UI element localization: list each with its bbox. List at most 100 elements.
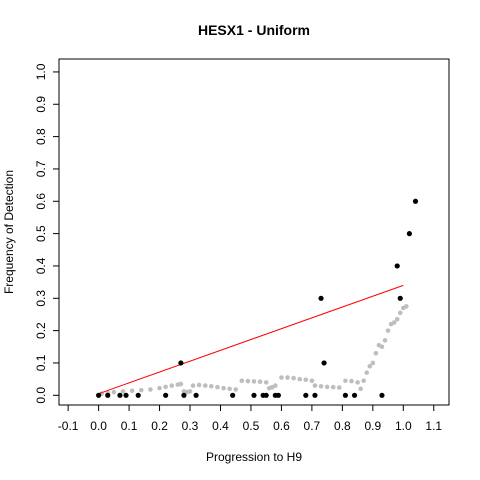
y-tick-label: 0.4: [34, 257, 48, 274]
smoothed-point: [257, 379, 263, 385]
smoothed-point: [324, 384, 330, 390]
x-tick-label: 0.0: [90, 419, 107, 433]
smoothed-point: [148, 387, 153, 392]
x-tick-label: 0.8: [334, 419, 351, 433]
x-tick-label: 0.2: [151, 419, 168, 433]
smoothed-point: [138, 387, 144, 393]
smoothed-point: [404, 304, 409, 309]
x-tick-label: 0.6: [273, 419, 290, 433]
smoothed-point: [309, 378, 315, 384]
smoothed-point: [382, 338, 388, 343]
smoothed-point: [373, 350, 379, 356]
smoothed-point: [349, 378, 354, 384]
smoothed-point: [361, 378, 366, 384]
observed-point: [117, 392, 123, 398]
observed-point: [275, 392, 281, 398]
observed-point: [351, 392, 358, 398]
smoothed-point: [303, 377, 309, 383]
smoothed-point: [111, 389, 117, 395]
smoothed-point: [209, 383, 214, 389]
smoothed-point: [385, 328, 391, 333]
y-tick-label: 0.0: [34, 387, 48, 404]
observed-point: [379, 392, 385, 398]
smoothed-point: [157, 385, 162, 391]
x-tick-label: 1.0: [395, 419, 412, 433]
observed-point: [105, 392, 111, 398]
observed-point: [342, 392, 349, 398]
observed-point: [394, 263, 400, 269]
observed-point: [263, 392, 269, 398]
smoothed-point: [279, 375, 284, 380]
x-tick-label: 0.4: [212, 419, 229, 433]
smoothed-point: [196, 382, 202, 388]
observed-point: [397, 295, 403, 301]
observed-point: [321, 360, 327, 366]
smoothed-point: [397, 310, 403, 316]
observed-point: [312, 392, 318, 398]
observed-point: [412, 198, 419, 204]
y-tick-label: 0.5: [34, 225, 48, 242]
smoothed-point: [202, 383, 208, 388]
observed-point: [163, 392, 169, 398]
y-tick-label: 0.3: [34, 290, 48, 307]
y-axis-label: Frequency of Detection: [2, 170, 16, 294]
smoothed-point: [391, 320, 397, 325]
smoothed-point: [221, 385, 226, 391]
smoothed-point: [245, 378, 251, 384]
x-tick-label: 0.5: [243, 419, 260, 433]
observed-point: [181, 392, 187, 398]
smoothed-point: [233, 387, 239, 392]
smoothed-point: [379, 344, 385, 350]
observed-point: [230, 392, 236, 398]
smoothed-point: [227, 386, 232, 392]
smoothed-point: [297, 376, 303, 382]
observed-point: [96, 392, 102, 398]
smoothed-point: [169, 383, 175, 388]
observed-point: [193, 392, 199, 398]
observed-point: [406, 231, 412, 237]
smoothed-point: [178, 381, 184, 387]
y-tick-label: 1.0: [34, 63, 48, 80]
x-tick-label: 0.9: [364, 419, 381, 433]
x-axis-label: Progression to H9: [206, 450, 302, 464]
x-tick-label: 0.3: [182, 419, 199, 433]
smoothed-point: [285, 375, 290, 380]
smoothed-point: [129, 388, 135, 394]
observed-point: [251, 392, 257, 398]
smoothed-point: [358, 386, 363, 392]
y-tick-label: 0.2: [34, 322, 48, 339]
smoothed-point: [355, 380, 360, 385]
smoothed-point: [187, 389, 193, 394]
smoothed-point: [330, 384, 336, 390]
smoothed-point: [364, 370, 370, 375]
chart-title: HESX1 - Uniform: [198, 22, 310, 38]
y-tick-label: 0.6: [34, 193, 48, 210]
x-tick-label: 0.1: [121, 419, 138, 433]
y-tick-label: 0.9: [34, 96, 48, 113]
smoothed-point: [394, 317, 400, 322]
smoothed-point: [251, 379, 257, 384]
smoothed-point: [263, 380, 269, 385]
smoothed-point: [367, 363, 373, 369]
observed-point: [178, 360, 184, 366]
smoothed-point: [337, 385, 342, 390]
smoothed-point: [239, 378, 245, 384]
smoothed-point: [312, 383, 318, 388]
smoothed-point: [370, 360, 376, 366]
observed-point: [303, 392, 309, 398]
observed-point: [135, 392, 141, 398]
smoothed-point: [163, 384, 168, 390]
y-tick-label: 0.8: [34, 128, 48, 145]
smoothed-point: [291, 375, 296, 381]
smoothed-point: [190, 383, 196, 388]
fit-line: [98, 284, 404, 395]
observed-point: [318, 295, 324, 301]
smoothed-point: [215, 384, 220, 390]
plot-frame: [58, 58, 450, 406]
x-tick-label: -0.1: [58, 419, 79, 433]
smoothed-point: [318, 383, 324, 389]
observed-point: [123, 392, 129, 398]
x-tick-label: 1.1: [425, 419, 442, 433]
smoothed-point: [273, 383, 278, 388]
